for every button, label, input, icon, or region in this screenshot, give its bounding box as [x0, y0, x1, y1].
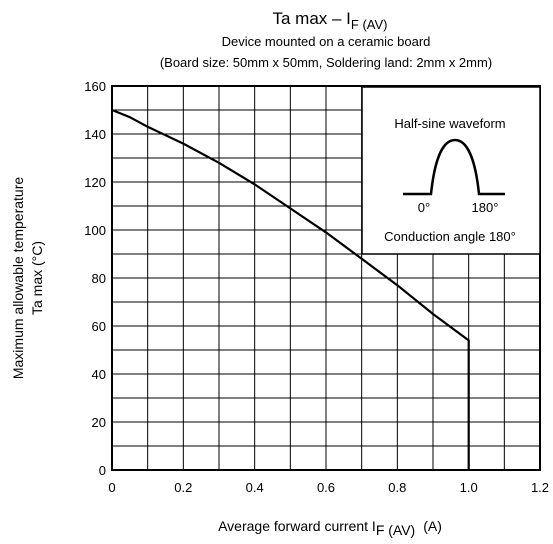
x-tick-label: 1.2 [531, 480, 549, 495]
chart-subtitle-2: (Board size: 50mm x 50mm, Soldering land… [160, 55, 492, 70]
inset-box [361, 86, 541, 255]
y-tick-label: 20 [92, 415, 106, 430]
x-tick-label: 0 [108, 480, 115, 495]
chart-title-main: Ta max – I [272, 9, 350, 28]
series-layer [111, 108, 470, 470]
series-line-0 [111, 108, 470, 470]
x-tick-labels: 0 0.2 0.4 0.6 0.8 1.0 1.2 [108, 480, 549, 495]
y-axis-label-line1: Maximum allowable temperature [10, 177, 26, 380]
x-tick-label: 0.6 [317, 480, 335, 495]
y-axis-label-line2: Ta max (°C) [29, 241, 45, 315]
y-tick-label: 0 [99, 463, 106, 478]
x-tick-label: 1.0 [460, 480, 478, 495]
y-tick-label: 140 [84, 127, 106, 142]
y-tick-label: 160 [84, 79, 106, 94]
x-axis-label-unit: (A) [423, 518, 442, 534]
y-tick-label: 100 [84, 223, 106, 238]
inset-title: Half-sine waveform [394, 116, 505, 131]
inset-label-end: 180° [472, 200, 499, 215]
chart-title: Ta max – IF (AV) [272, 9, 387, 32]
y-tick-label: 40 [92, 367, 106, 382]
half-sine-icon [403, 138, 505, 196]
inset-label-start: 0° [418, 200, 430, 215]
x-axis-label-main: Average forward current I [218, 518, 376, 534]
y-tick-label: 120 [84, 175, 106, 190]
inset-caption: Conduction angle 180° [384, 229, 516, 244]
x-tick-label: 0.4 [246, 480, 264, 495]
plot-frame [111, 85, 541, 471]
x-tick-label: 0.2 [174, 480, 192, 495]
x-axis-label-sub: F (AV) [376, 522, 415, 538]
y-tick-labels: 0 20 40 60 80 100 120 140 160 [84, 79, 106, 478]
chart-title-sub: F (AV) [351, 17, 388, 32]
y-tick-label: 60 [92, 319, 106, 334]
waveform-inset: Half-sine waveform 0° 180° Conduction an… [361, 86, 541, 255]
x-axis-label: Average forward current IF (AV) (A) [218, 518, 442, 538]
chart-subtitle-1: Device mounted on a ceramic board [222, 34, 431, 49]
x-tick-label: 0.8 [388, 480, 406, 495]
y-tick-label: 80 [92, 271, 106, 286]
